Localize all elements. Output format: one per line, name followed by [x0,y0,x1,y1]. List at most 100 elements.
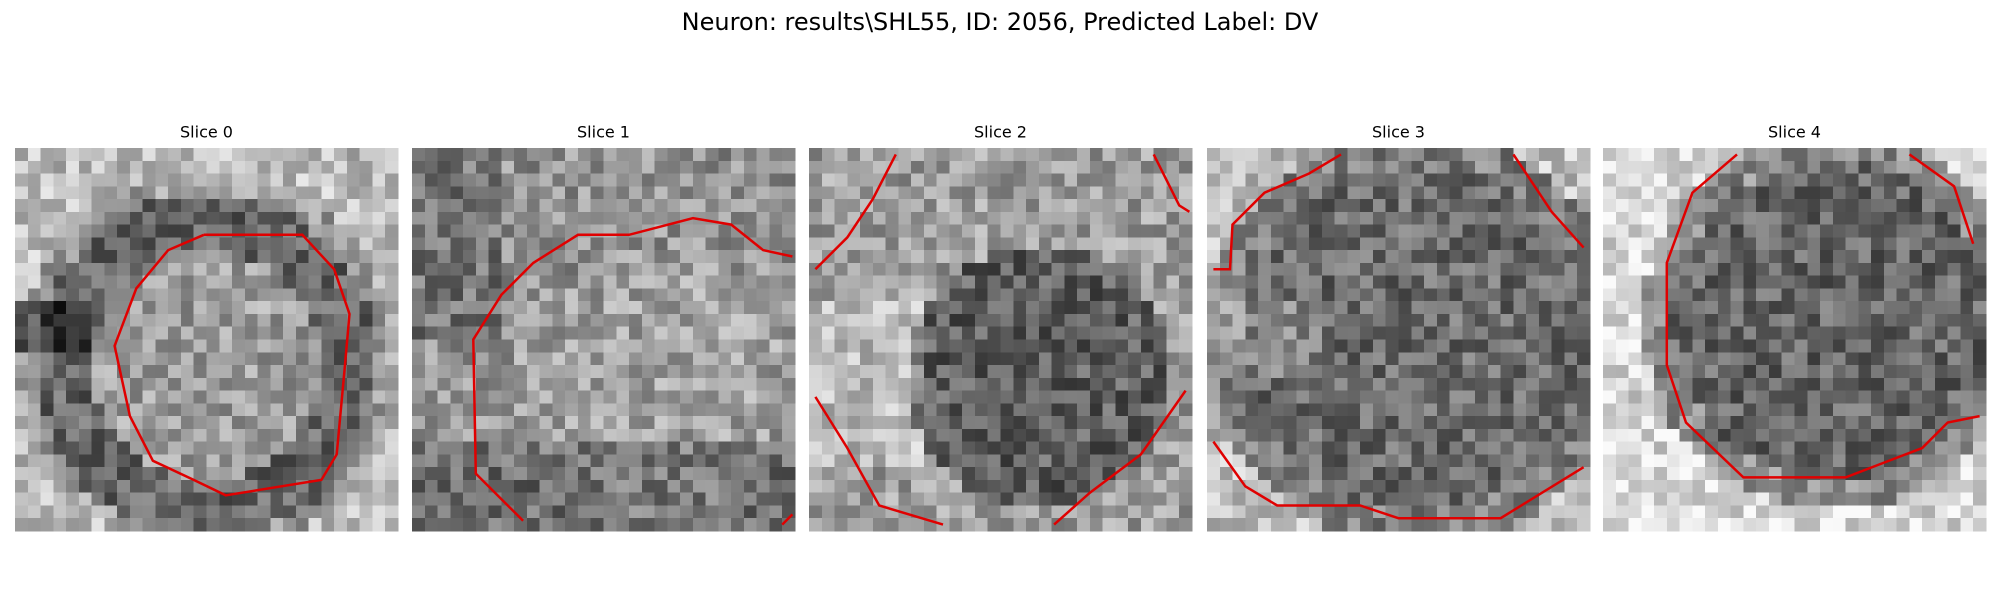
pixel [450,262,464,277]
pixel [692,326,707,341]
pixel [1513,224,1527,238]
pixel [603,479,617,494]
pixel [475,377,490,392]
pixel [911,262,925,277]
pixel [1845,237,1859,251]
pixel [1128,479,1142,494]
pixel [1411,428,1425,443]
pixel [1026,326,1040,341]
pixel [1115,173,1129,187]
pixel [1705,428,1719,443]
pixel [629,492,643,507]
pixel [1449,250,1463,264]
pixel [1807,199,1821,213]
pixel [1832,186,1847,200]
pixel [193,428,208,443]
pixel [1628,518,1642,532]
pixel [1832,326,1847,341]
pixel [718,173,732,187]
pixel [1232,377,1246,392]
pixel [667,301,681,315]
pixel [219,505,233,519]
pixel [1807,237,1821,251]
pixel [1013,326,1027,341]
pixel [15,250,29,264]
pixel [577,518,592,532]
pixel [1603,224,1617,238]
pixel [1743,326,1757,341]
pixel [1398,173,1412,187]
pixel [232,365,246,379]
pixel [1347,262,1361,277]
pixel [232,326,246,341]
pixel [718,518,732,532]
pixel [936,492,951,507]
pixel [1166,390,1180,404]
pixel [898,224,912,238]
pixel [295,211,310,226]
pixel [1577,505,1591,519]
pixel [1321,199,1336,213]
pixel [1705,416,1719,430]
pixel [514,326,528,341]
pixel [809,467,823,481]
pixel [142,173,157,187]
pixel [1743,479,1757,494]
pixel [847,467,861,481]
pixel [1000,275,1014,290]
pixel [1424,199,1438,213]
pixel [552,403,566,417]
pixel [936,479,951,494]
pixel [629,326,643,341]
pixel [232,237,246,251]
pixel [1000,301,1014,315]
pixel [1654,288,1668,302]
pixel [1807,326,1821,341]
pixel [180,339,195,353]
pixel [974,518,989,532]
pixel [1013,339,1027,353]
pixel [1064,403,1078,417]
pixel [27,224,42,238]
pixel [1768,186,1783,200]
pixel [1909,237,1923,251]
pixel [1258,390,1272,404]
pixel [1666,339,1681,353]
pixel [1641,186,1655,200]
pixel [1334,505,1349,519]
pixel [911,339,925,353]
pixel [641,492,656,507]
pixel [1283,275,1297,290]
pixel [424,148,439,162]
pixel [590,250,605,264]
pixel [295,416,310,430]
pixel [168,186,182,200]
pixel [1051,173,1065,187]
pixel [1922,479,1936,494]
pixel [1411,237,1425,251]
pixel [565,224,579,238]
pixel [437,467,451,481]
pixel [53,199,67,213]
pixel [1756,288,1770,302]
pixel [1064,479,1078,494]
pixel [769,237,783,251]
pixel [1654,148,1668,162]
pixel [860,160,874,175]
pixel [1768,339,1783,353]
pixel [1871,479,1885,494]
pixel [463,479,477,494]
pixel [1207,186,1221,200]
pixel [552,518,566,532]
pixel [1102,454,1116,468]
pixel [15,377,29,392]
pixel [180,186,195,200]
pixel [308,186,322,200]
pixel [526,416,541,430]
pixel [872,428,887,443]
pixel [501,148,515,162]
pixel [66,250,80,264]
pixel [949,275,963,290]
pixel [1832,148,1847,162]
pixel [1628,237,1642,251]
